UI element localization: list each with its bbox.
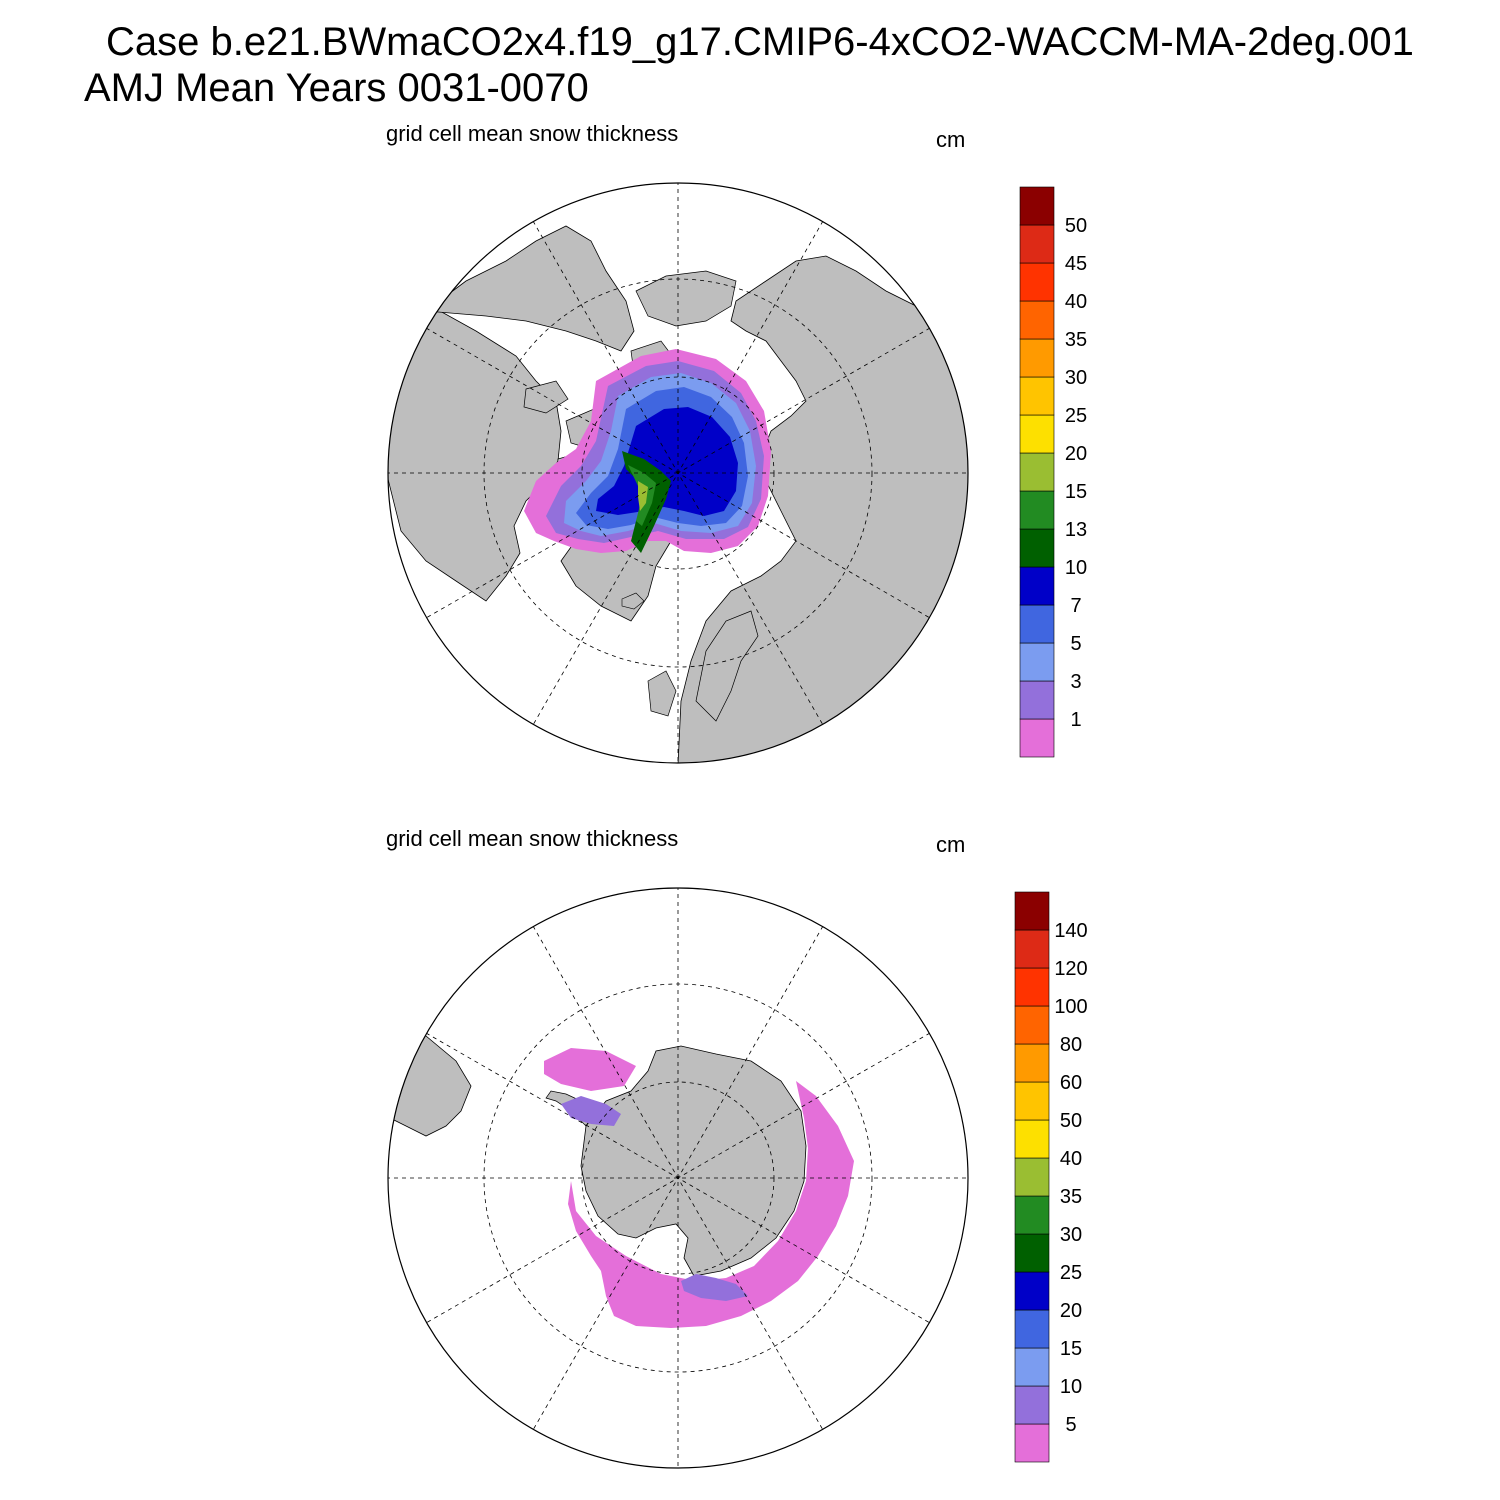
north-colorbar-box-10 (1019, 338, 1055, 378)
period-title: AMJ Mean Years 0031-0070 (84, 66, 589, 110)
snow-bin-5-south-ring (568, 1081, 854, 1328)
south-colorbar-label-4: 25 (1060, 1262, 1082, 1284)
south-colorbar-box-2 (1014, 1347, 1050, 1387)
north-colorbar-label-0: 1 (1070, 709, 1081, 731)
north-colorbar-box-4 (1019, 566, 1055, 606)
north-colorbar-label-6: 15 (1065, 481, 1087, 503)
north-colorbar-box-0 (1019, 718, 1055, 758)
south-colorbar-box-9 (1014, 1081, 1050, 1121)
north-colorbar-box-12 (1019, 262, 1055, 302)
north-colorbar-box-11 (1019, 300, 1055, 340)
snow-bin-10-south-ross (681, 1274, 748, 1301)
south-colorbar-label-13: 140 (1054, 920, 1087, 942)
north-colorbar-label-2: 5 (1070, 633, 1081, 655)
south-colorbar-box-11 (1014, 1005, 1050, 1045)
south-colorbar-label-3: 20 (1060, 1300, 1082, 1322)
chukotka-land (635, 270, 737, 327)
north-colorbar-label-7: 20 (1065, 443, 1087, 465)
north-colorbar-label-3: 7 (1070, 595, 1081, 617)
north-colorbar-box-9 (1019, 376, 1055, 416)
north-colorbar-label-5: 13 (1065, 519, 1087, 541)
north-panel-title: grid cell mean snow thickness (386, 121, 679, 146)
south-colorbar-box-8 (1014, 1119, 1050, 1159)
north-colorbar-box-13 (1019, 224, 1055, 264)
south-colorbar-label-10: 80 (1060, 1034, 1082, 1056)
south-colorbar-box-10 (1014, 1043, 1050, 1083)
south-colorbar-box-12 (1014, 967, 1050, 1007)
south-colorbar-box-6 (1014, 1195, 1050, 1235)
snow-bin-20-north (638, 481, 648, 511)
north-colorbar-label-9: 30 (1065, 367, 1087, 389)
british-isles-land (647, 670, 677, 717)
south-colorbar-label-12: 120 (1054, 958, 1087, 980)
south-colorbar-box-5 (1014, 1233, 1050, 1273)
north-colorbar-box-7 (1019, 452, 1055, 492)
south-colorbar-box-7 (1014, 1157, 1050, 1197)
south-colorbar-box-1 (1014, 1385, 1050, 1425)
north-colorbar-label-8: 25 (1065, 405, 1087, 427)
arctic-polar-map (387, 182, 969, 764)
north-colorbar-label-1: 3 (1070, 671, 1081, 693)
south-colorbar-box-0 (1014, 1423, 1050, 1463)
snow-bin-10-south (561, 1096, 621, 1126)
north-colorbar-label-13: 50 (1065, 215, 1087, 237)
south-colorbar-label-11: 100 (1054, 996, 1087, 1018)
north-colorbar-box-6 (1019, 490, 1055, 530)
antarctica-land (580, 1045, 807, 1277)
south-colorbar-label-2: 15 (1060, 1338, 1082, 1360)
north-colorbar-box-14 (1019, 186, 1055, 226)
north-colorbar-label-11: 40 (1065, 291, 1087, 313)
north-colorbar-box-2 (1019, 642, 1055, 682)
south-colorbar-label-1: 10 (1060, 1376, 1082, 1398)
antarctic-polar-map (387, 887, 969, 1469)
south-colorbar-label-9: 60 (1060, 1072, 1082, 1094)
case-title: Case b.e21.BWmaCO2x4.f19_g17.CMIP6-4xCO2… (106, 20, 1414, 64)
north-colorbar-label-12: 45 (1065, 253, 1087, 275)
north-colorbar-box-1 (1019, 680, 1055, 720)
south-colorbar-label-7: 40 (1060, 1148, 1082, 1170)
south-colorbar-label-8: 50 (1060, 1110, 1082, 1132)
alaska-land (424, 225, 635, 352)
north-colorbar-label-4: 10 (1065, 557, 1087, 579)
north-colorbar-label-10: 35 (1065, 329, 1087, 351)
north-colorbar-box-8 (1019, 414, 1055, 454)
scandinavia-land (695, 610, 759, 722)
south-colorbar-box-13 (1014, 929, 1050, 969)
south-colorbar: 5 10 15 20 25 30 35 40 50 60 80 100 120 140 (1014, 891, 1088, 1463)
north-colorbar-box-5 (1019, 528, 1055, 568)
south-colorbar-label-6: 35 (1060, 1186, 1082, 1208)
south-colorbar-label-5: 30 (1060, 1224, 1082, 1246)
south-panel-title: grid cell mean snow thickness (386, 826, 679, 851)
iceland-land (621, 592, 645, 610)
south-unit-label: cm (936, 832, 966, 857)
north-colorbar-box-3 (1019, 604, 1055, 644)
south-colorbar-box-4 (1014, 1271, 1050, 1311)
snow-bin-5-south (544, 1048, 636, 1091)
south-colorbar-label-0: 5 (1065, 1414, 1076, 1436)
snow-bin-10-north (596, 407, 738, 516)
south-colorbar-box-3 (1014, 1309, 1050, 1349)
north-unit-label: cm (936, 127, 966, 152)
south-colorbar-box-14 (1014, 891, 1050, 931)
